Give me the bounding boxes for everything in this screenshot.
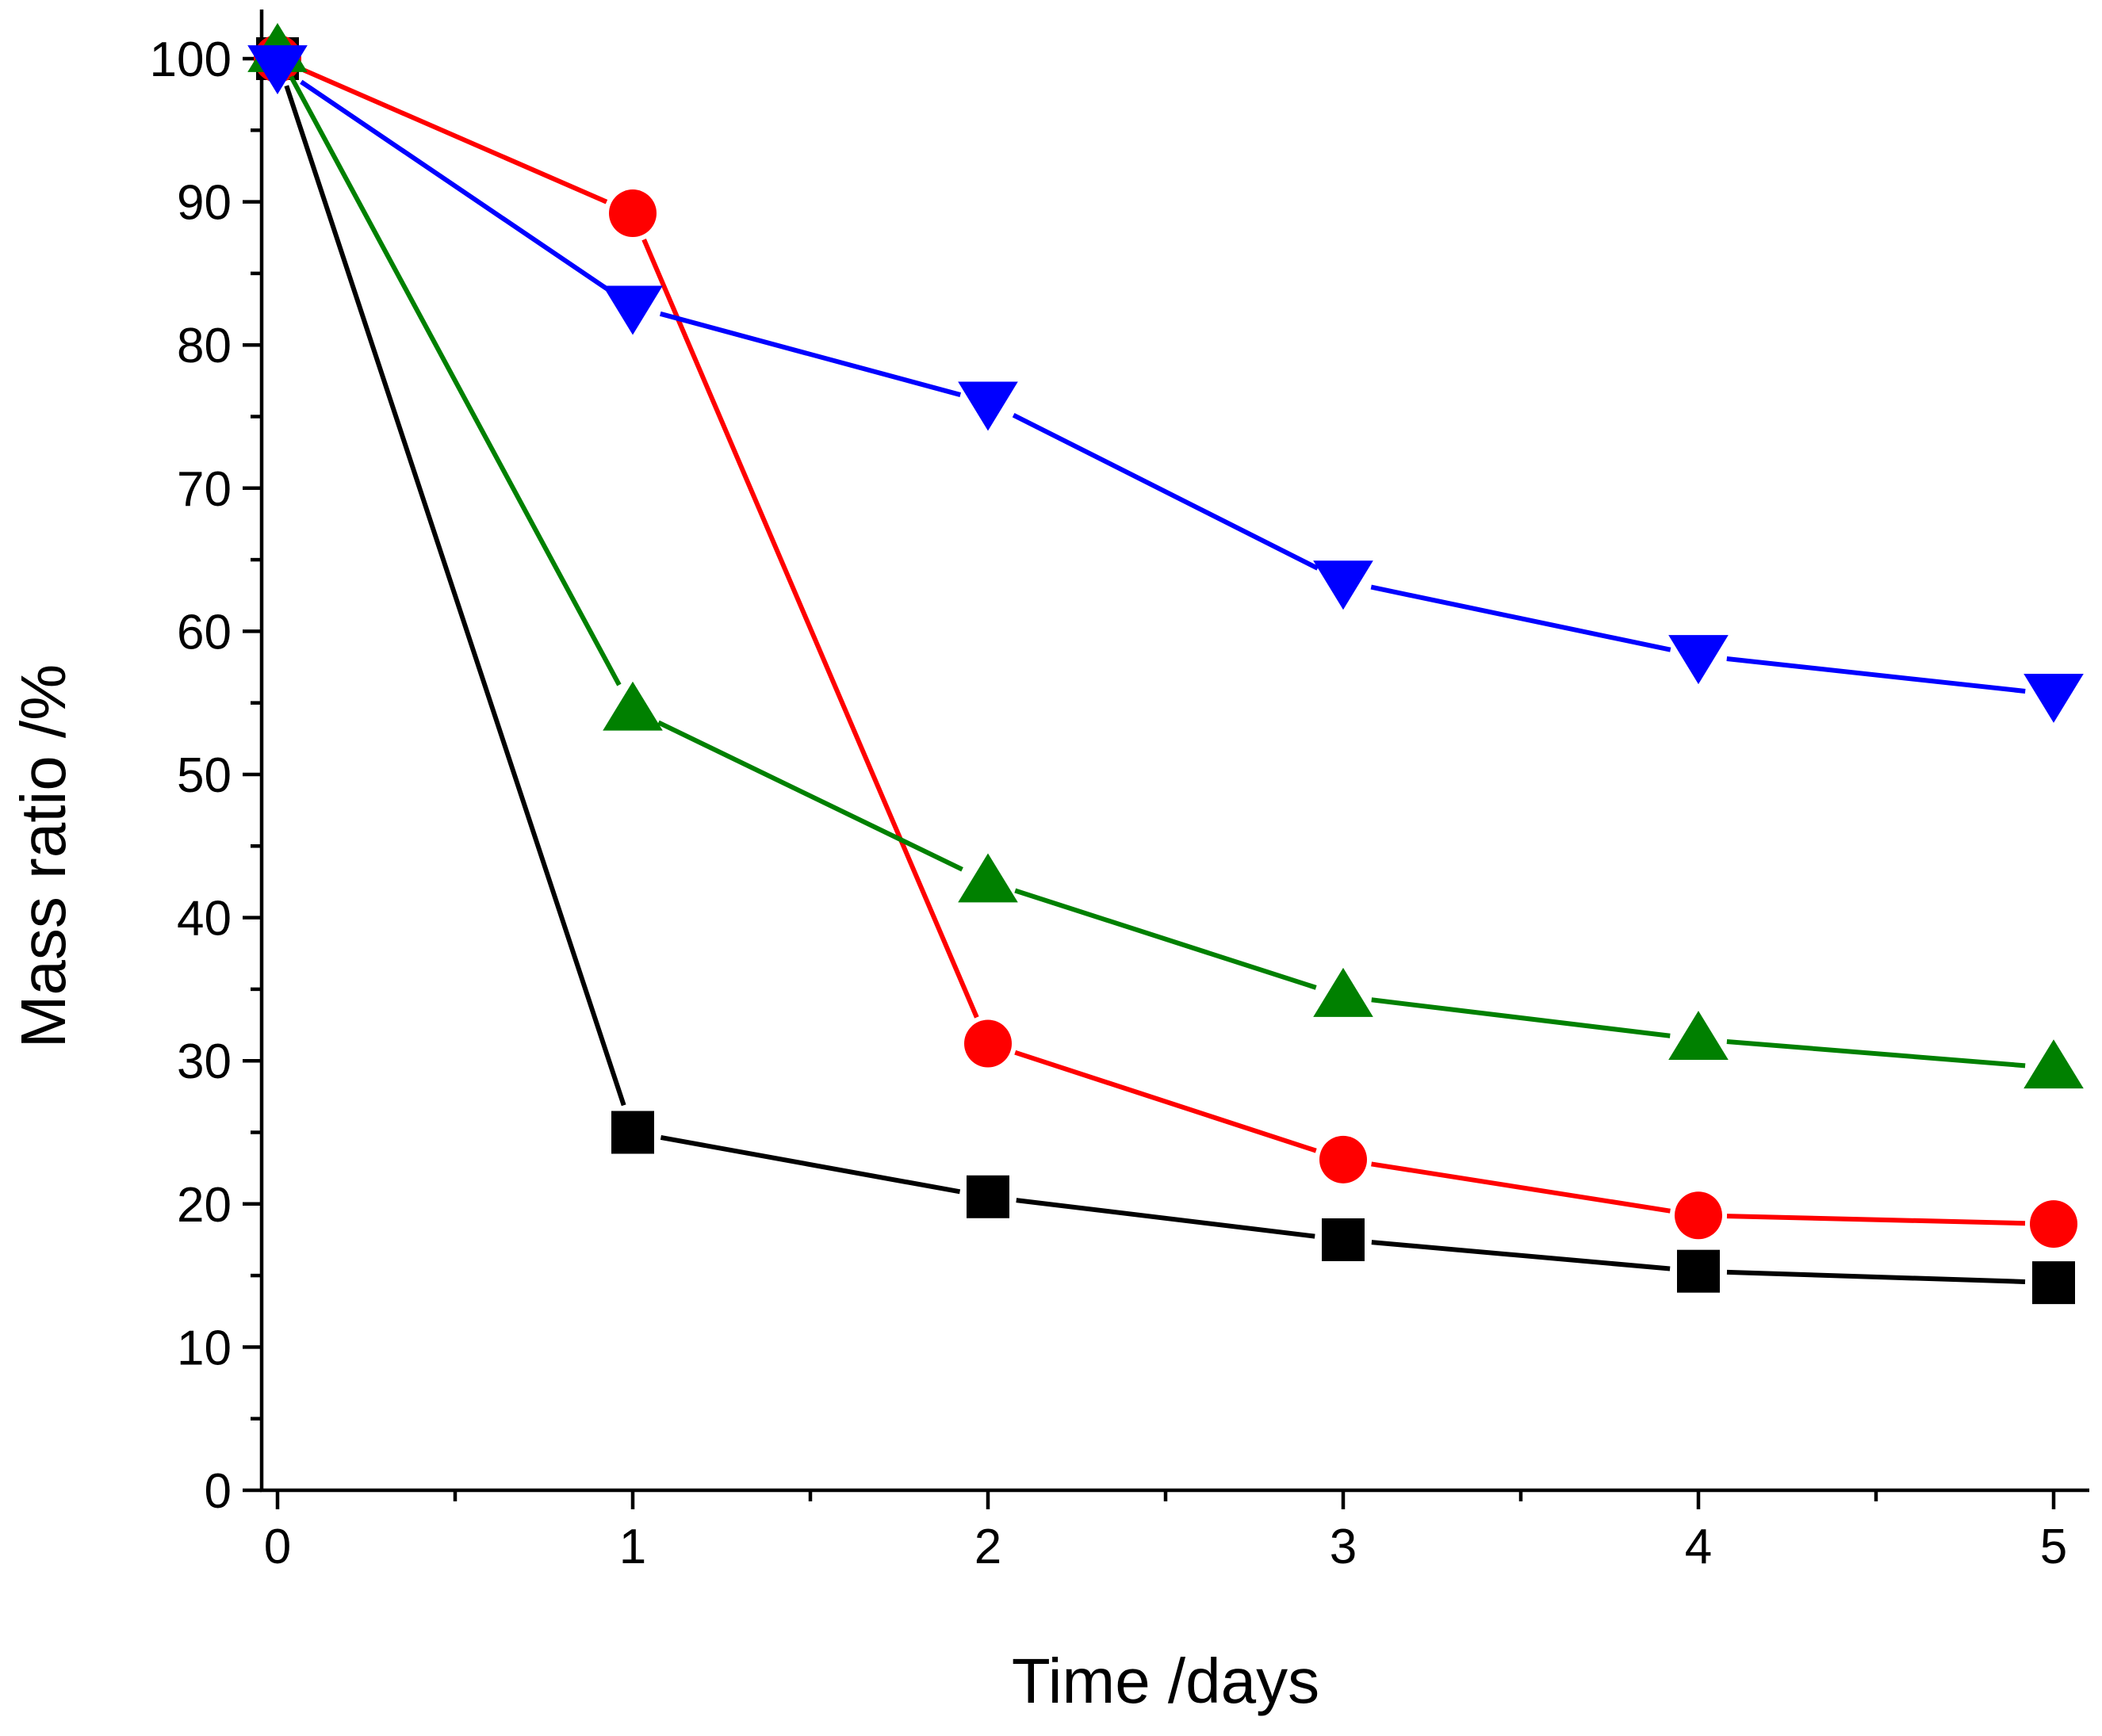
- y-tick-label: 20: [177, 1178, 232, 1233]
- y-tick-label: 80: [177, 319, 232, 373]
- data-point-triangle-down: [603, 285, 663, 335]
- y-tick-label: 10: [177, 1321, 232, 1375]
- series-line-segment: [1726, 656, 2026, 694]
- series-line-segment: [1371, 1240, 1671, 1271]
- x-tick-label: 3: [1330, 1520, 1357, 1574]
- data-point-triangle-down: [958, 381, 1018, 431]
- y-tick-label: 90: [177, 176, 232, 231]
- series-square: [256, 37, 2075, 1305]
- series-line-segment: [284, 85, 626, 1107]
- data-point-triangle-up: [1313, 967, 1373, 1017]
- series-triangle-up: [247, 22, 2084, 1089]
- y-tick-label: 70: [177, 462, 232, 517]
- series-line-segment: [1014, 888, 1317, 990]
- data-point-square: [1322, 1218, 1365, 1261]
- data-point-triangle-down: [2024, 673, 2084, 723]
- x-tick-label: 2: [974, 1520, 1001, 1574]
- y-axis-title: Mass ratio /%: [8, 664, 78, 1049]
- series-line-segment: [300, 79, 611, 293]
- data-point-circle: [609, 189, 657, 238]
- y-tick-label: 40: [177, 892, 232, 946]
- y-tick-label: 60: [177, 605, 232, 660]
- y-tick-label: 100: [150, 33, 232, 87]
- series-line-segment: [641, 238, 979, 1019]
- series-triangle-down: [247, 45, 2084, 723]
- data-point-circle: [1675, 1191, 1722, 1240]
- data-point-circle: [964, 1019, 1012, 1068]
- series-line-segment: [1370, 584, 1671, 652]
- series-line-segment: [1726, 1039, 2026, 1069]
- series-line-segment: [659, 311, 962, 397]
- x-tick-label: 4: [1685, 1520, 1712, 1574]
- data-point-triangle-up: [1668, 1011, 1729, 1061]
- data-point-circle: [1319, 1135, 1367, 1183]
- series-line-segment: [1726, 1269, 2026, 1284]
- series-line-segment: [660, 1134, 961, 1195]
- series-line-segment: [1016, 1198, 1315, 1239]
- series-line-segment: [1726, 1214, 2026, 1226]
- x-tick-label: 1: [619, 1520, 646, 1574]
- data-point-circle: [2030, 1200, 2077, 1248]
- data-point-triangle-up: [958, 853, 1018, 903]
- data-point-triangle-down: [1668, 635, 1729, 685]
- series-line-segment: [289, 75, 622, 686]
- data-point-triangle-up: [603, 681, 663, 731]
- series-line-segment: [657, 720, 963, 872]
- x-axis-title: Time /days: [1012, 1646, 1319, 1716]
- series-line-segment: [302, 67, 608, 205]
- series-circle: [254, 35, 2077, 1248]
- y-tick-label: 0: [205, 1464, 232, 1519]
- x-tick-label: 5: [2040, 1520, 2067, 1574]
- data-point-square: [967, 1175, 1009, 1218]
- series-line-segment: [1371, 997, 1671, 1038]
- y-tick-label: 50: [177, 748, 232, 803]
- series-line-segment: [1371, 1161, 1671, 1214]
- y-tick-label: 30: [177, 1034, 232, 1089]
- data-point-square: [1677, 1249, 1720, 1293]
- data-point-square: [2032, 1261, 2075, 1305]
- axes: 0 10 20 30 40 50 60 70 80 90 100 0 1 2 3 4 5: [150, 10, 2089, 1574]
- series-line-segment: [1012, 412, 1319, 571]
- series-group: [247, 22, 2084, 1305]
- data-point-triangle-down: [1313, 560, 1373, 610]
- data-point-triangle-down: [247, 45, 308, 95]
- data-point-triangle-up: [2024, 1039, 2084, 1089]
- x-tick-label: 0: [264, 1520, 291, 1574]
- series-line-segment: [1014, 1050, 1317, 1153]
- data-point-square: [611, 1111, 654, 1154]
